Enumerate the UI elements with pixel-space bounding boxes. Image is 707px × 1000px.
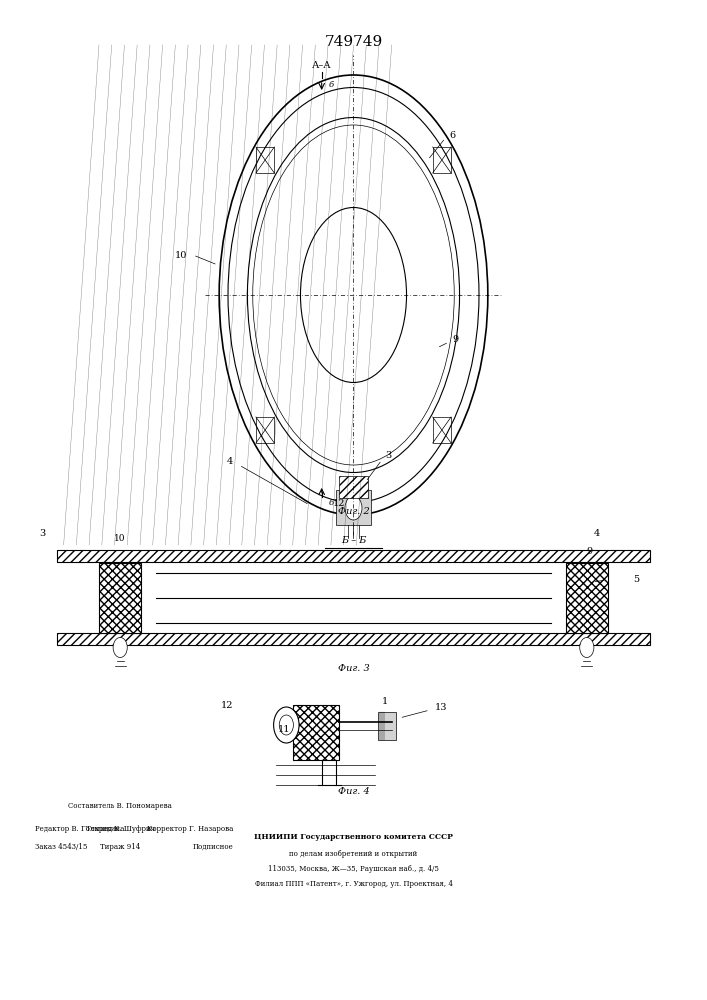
Text: ЦНИИПИ Государственного комитета СССР: ЦНИИПИ Государственного комитета СССР bbox=[254, 833, 453, 841]
Circle shape bbox=[580, 638, 594, 658]
Text: 4: 4 bbox=[594, 530, 600, 538]
Text: Техред К. Шуфрич: Техред К. Шуфрич bbox=[86, 825, 155, 833]
Text: Фиг. 3: Фиг. 3 bbox=[338, 664, 369, 673]
FancyBboxPatch shape bbox=[99, 562, 141, 633]
Text: по делам изобретений и открытий: по делам изобретений и открытий bbox=[289, 850, 418, 858]
Text: 11: 11 bbox=[277, 726, 290, 734]
FancyBboxPatch shape bbox=[339, 476, 368, 498]
Text: Тираж 914: Тираж 914 bbox=[100, 843, 140, 851]
FancyBboxPatch shape bbox=[293, 705, 339, 760]
Circle shape bbox=[274, 707, 299, 743]
Text: 12: 12 bbox=[221, 700, 233, 710]
Text: Корректор Г. Назарова: Корректор Г. Назарова bbox=[147, 825, 233, 833]
Text: 3: 3 bbox=[40, 530, 46, 538]
Text: 1: 1 bbox=[382, 698, 388, 706]
Text: 12: 12 bbox=[333, 499, 346, 508]
Circle shape bbox=[113, 638, 127, 658]
Text: б: б bbox=[328, 499, 334, 507]
Text: Составитель В. Пономарева: Составитель В. Пономарева bbox=[69, 802, 172, 810]
FancyBboxPatch shape bbox=[336, 490, 371, 525]
Circle shape bbox=[345, 496, 362, 520]
Text: 9: 9 bbox=[452, 336, 459, 344]
Text: Филиал ППП «Патент», г. Ужгород, ул. Проектная, 4: Филиал ППП «Патент», г. Ужгород, ул. Про… bbox=[255, 880, 452, 888]
FancyBboxPatch shape bbox=[57, 633, 650, 645]
Text: 113035, Москва, Ж—35, Раушская наб., д. 4/5: 113035, Москва, Ж—35, Раушская наб., д. … bbox=[268, 865, 439, 873]
FancyBboxPatch shape bbox=[57, 550, 650, 562]
FancyBboxPatch shape bbox=[566, 562, 608, 633]
Text: Подписное: Подписное bbox=[192, 843, 233, 851]
Text: 749749: 749749 bbox=[325, 35, 382, 49]
Text: Редактор В. Голышкина: Редактор В. Голышкина bbox=[35, 825, 124, 833]
Text: 5: 5 bbox=[633, 576, 639, 584]
Text: Фиг. 2: Фиг. 2 bbox=[338, 507, 369, 516]
Text: 10: 10 bbox=[175, 250, 187, 259]
Text: 13: 13 bbox=[435, 704, 448, 712]
Text: 9: 9 bbox=[587, 548, 593, 556]
Text: А–А: А–А bbox=[312, 61, 332, 70]
Text: Заказ 4543/15: Заказ 4543/15 bbox=[35, 843, 88, 851]
Text: Б – Б: Б – Б bbox=[341, 536, 366, 545]
FancyBboxPatch shape bbox=[378, 712, 396, 740]
Text: 4: 4 bbox=[227, 458, 233, 466]
Text: 6: 6 bbox=[449, 130, 455, 139]
Text: б: б bbox=[328, 81, 334, 89]
Text: 10: 10 bbox=[115, 534, 126, 543]
Text: Фиг. 4: Фиг. 4 bbox=[338, 787, 369, 796]
Text: 3: 3 bbox=[385, 450, 392, 460]
